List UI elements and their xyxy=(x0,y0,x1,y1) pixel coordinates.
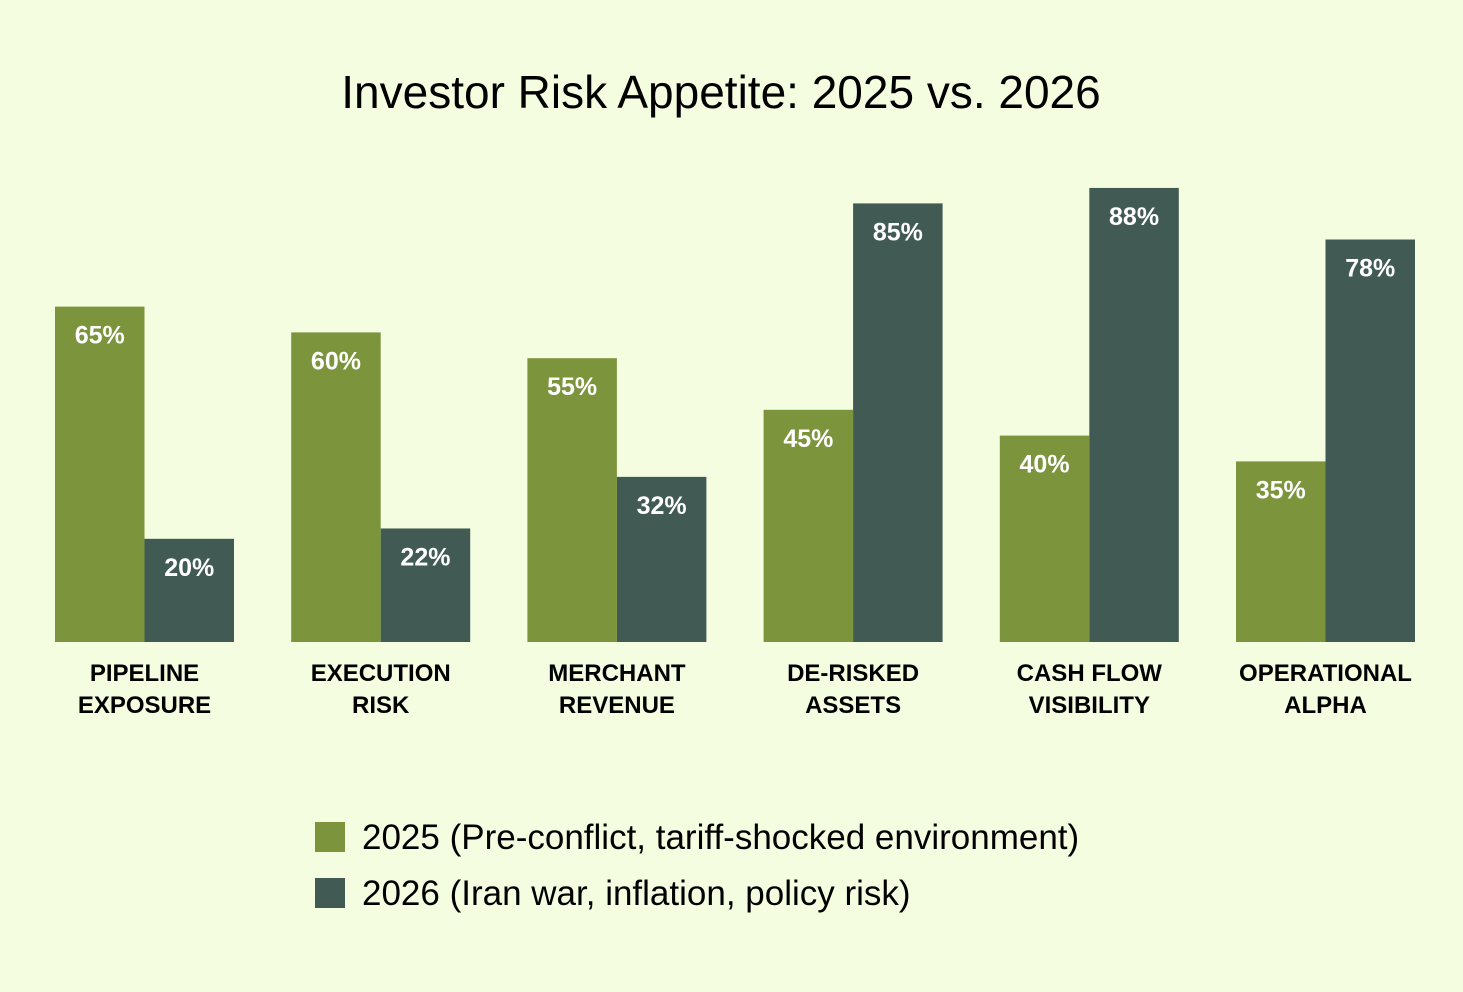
data-label-2025-pipeline-exposure: 65% xyxy=(75,322,125,350)
data-label-2026-cash-flow-visibility: 88% xyxy=(1109,203,1159,231)
chart-title: Investor Risk Appetite: 2025 vs. 2026 xyxy=(341,66,1100,118)
data-label-2025-cash-flow-visibility: 40% xyxy=(1020,451,1070,479)
bar-2025-merchant-revenue xyxy=(527,358,617,642)
legend-label-2026: 2026 (Iran war, inflation, policy risk) xyxy=(362,874,911,913)
bar-2026-pipeline-exposure xyxy=(144,538,234,642)
category-label-merchant-revenue-line2: REVENUE xyxy=(559,692,675,719)
bar-2025-pipeline-exposure xyxy=(55,306,145,642)
category-label-cash-flow-visibility-line2: VISIBILITY xyxy=(1029,692,1150,719)
bar-2025-cash-flow-visibility xyxy=(999,435,1090,642)
data-label-2026-operational-alpha: 78% xyxy=(1345,255,1395,283)
legend-label-2025: 2025 (Pre-conflict, tariff-shocked envir… xyxy=(362,818,1079,857)
legend-swatch-2025 xyxy=(315,822,345,852)
data-label-2026-merchant-revenue: 32% xyxy=(637,492,687,520)
data-label-2026-execution-risk: 22% xyxy=(400,543,450,571)
category-label-operational-alpha-line2: ALPHA xyxy=(1284,692,1367,719)
category-label-execution-risk-line1: EXECUTION xyxy=(311,660,451,687)
data-label-2025-de-risked-assets: 45% xyxy=(783,425,833,453)
bar-2026-merchant-revenue xyxy=(616,476,707,642)
category-label-merchant-revenue-line1: MERCHANT xyxy=(548,660,686,687)
category-label-pipeline-exposure-line1: PIPELINE xyxy=(90,660,199,687)
bar-2025-operational-alpha xyxy=(1236,461,1326,642)
bar-2026-execution-risk xyxy=(380,528,471,642)
bar-2026-cash-flow-visibility xyxy=(1089,187,1179,643)
bar-2026-de-risked-assets xyxy=(853,203,943,642)
category-label-operational-alpha-line1: OPERATIONAL xyxy=(1239,660,1412,687)
category-label-cash-flow-visibility-line1: CASH FLOW xyxy=(1017,660,1163,687)
bar-2025-de-risked-assets xyxy=(763,409,854,642)
bars-group: 65% 20% 60% 22% 55% 32% 45% 85% 40% 88% 35% 78% xyxy=(55,187,1415,643)
data-label-2026-pipeline-exposure: 20% xyxy=(164,554,214,582)
data-label-2025-execution-risk: 60% xyxy=(311,347,361,375)
category-label-pipeline-exposure-line2: EXPOSURE xyxy=(78,692,211,719)
data-label-2026-de-risked-assets: 85% xyxy=(873,218,923,246)
category-label-de-risked-assets-line2: ASSETS xyxy=(805,692,901,719)
bar-2026-operational-alpha xyxy=(1325,239,1415,642)
category-label-execution-risk-line2: RISK xyxy=(352,692,410,719)
data-label-2025-merchant-revenue: 55% xyxy=(547,373,597,401)
legend-swatch-2026 xyxy=(315,878,345,908)
category-label-de-risked-assets-line1: DE-RISKED xyxy=(787,660,919,687)
bar-2025-execution-risk xyxy=(291,332,381,642)
data-label-2025-operational-alpha: 35% xyxy=(1256,476,1306,504)
category-labels: PIPELINE EXPOSURE EXECUTION RISK MERCHANT REV… xyxy=(78,660,1412,719)
legend: 2025 (Pre-conflict, tariff-shocked envir… xyxy=(315,818,1079,913)
